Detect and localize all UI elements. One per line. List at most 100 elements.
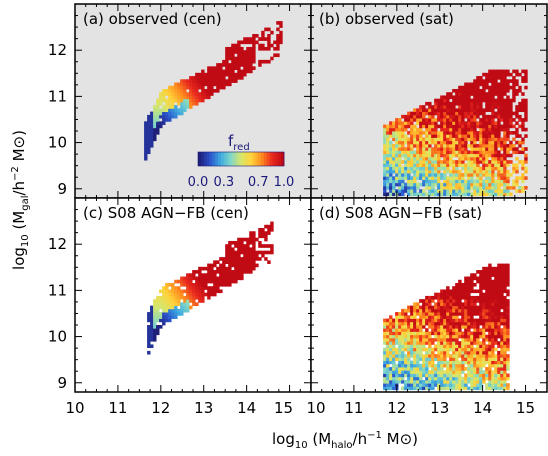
heatmap-cell: [494, 357, 498, 361]
heatmap-cell: [473, 118, 477, 122]
heatmap-cell: [479, 360, 483, 365]
heatmap-cell: [443, 173, 447, 177]
heatmap-cell: [476, 169, 480, 174]
heatmap-cell: [383, 347, 387, 352]
heatmap-cell: [422, 302, 426, 307]
heatmap-cell: [162, 318, 166, 323]
heatmap-cell: [500, 263, 504, 268]
heatmap-cell: [240, 53, 244, 58]
heatmap-cell: [488, 318, 492, 323]
heatmap-cell: [177, 302, 181, 307]
heatmap-cell: [404, 337, 408, 342]
heatmap-cell: [389, 124, 393, 129]
heatmap-cell: [398, 153, 402, 158]
heatmap-cell: [431, 108, 435, 113]
heatmap-cell: [491, 118, 495, 122]
heatmap-cell: [446, 370, 450, 374]
heatmap-cell: [404, 182, 408, 187]
heatmap-cell: [386, 383, 390, 387]
heatmap-cell: [503, 156, 507, 161]
colorbar-swatch: [229, 152, 233, 166]
heatmap-cell: [144, 153, 148, 158]
heatmap-cell: [461, 189, 465, 193]
heatmap-cell: [147, 331, 151, 336]
heatmap-cell: [395, 147, 399, 151]
heatmap-cell: [392, 179, 396, 184]
heatmap-cell: [386, 373, 390, 378]
heatmap-cell: [258, 37, 262, 41]
heatmap-cell: [216, 88, 220, 93]
heatmap-cell: [485, 302, 489, 307]
heatmap-cell: [392, 176, 396, 180]
heatmap-cell: [249, 231, 253, 235]
heatmap-cell: [389, 376, 393, 381]
heatmap-cell: [410, 305, 414, 310]
heatmap-cell: [485, 72, 489, 77]
heatmap-cell: [476, 105, 480, 109]
heatmap-cell: [491, 266, 495, 271]
heatmap-cell: [165, 302, 169, 307]
heatmap-cell: [467, 376, 471, 381]
heatmap-cell: [503, 308, 507, 313]
heatmap-cell: [386, 376, 390, 381]
heatmap-cell: [464, 140, 468, 145]
heatmap-cell: [249, 237, 253, 242]
heatmap-cell: [213, 273, 217, 277]
heatmap-cell: [506, 179, 510, 184]
heatmap-cell: [431, 347, 435, 352]
heatmap-cell: [222, 76, 226, 80]
heatmap-cell: [428, 376, 432, 381]
heatmap-cell: [159, 95, 163, 100]
heatmap-cell: [476, 124, 480, 129]
heatmap-cell: [150, 114, 154, 119]
heatmap-cell: [407, 315, 411, 319]
heatmap-cell: [482, 379, 486, 384]
heatmap-cell: [497, 98, 501, 103]
heatmap-cell: [461, 321, 465, 326]
heatmap-cell: [452, 114, 456, 119]
heatmap-cell: [168, 295, 172, 300]
heatmap-cell: [177, 92, 181, 96]
heatmap-cell: [482, 299, 486, 303]
heatmap-cell: [449, 156, 453, 161]
heatmap-cell: [449, 105, 453, 109]
heatmap-cell: [413, 344, 417, 349]
heatmap-cell: [497, 386, 501, 391]
heatmap-cell: [431, 131, 435, 135]
heatmap-cell: [383, 127, 387, 132]
heatmap-cell: [416, 308, 420, 313]
heatmap-cell: [407, 379, 411, 384]
heatmap-cell: [506, 276, 510, 281]
heatmap-cell: [431, 376, 435, 381]
heatmap-cell: [249, 260, 253, 264]
heatmap-cell: [219, 63, 223, 67]
heatmap-cell: [497, 328, 501, 332]
heatmap-cell: [515, 182, 519, 187]
heatmap-cell: [144, 131, 148, 135]
heatmap-cell: [162, 98, 166, 103]
heatmap-cell: [401, 379, 405, 384]
heatmap-cell: [473, 341, 477, 345]
heatmap-cell: [207, 286, 211, 290]
heatmap-cell: [506, 72, 510, 77]
heatmap-cell: [488, 276, 492, 281]
heatmap-cell: [512, 179, 516, 184]
heatmap-cell: [482, 131, 486, 135]
heatmap-cell: [476, 179, 480, 184]
heatmap-cell: [386, 318, 390, 323]
heatmap-cell: [162, 286, 166, 290]
heatmap-cell: [171, 85, 175, 90]
heatmap-cell: [252, 240, 256, 245]
heatmap-cell: [455, 137, 459, 142]
heatmap-cell: [440, 370, 444, 374]
heatmap-cell: [279, 30, 283, 35]
heatmap-cell: [437, 108, 441, 113]
heatmap-cell: [222, 279, 226, 284]
heatmap-cell: [449, 169, 453, 174]
heatmap-cell: [210, 79, 214, 83]
heatmap-cell: [452, 379, 456, 384]
heatmap-cell: [413, 137, 417, 142]
heatmap-cell: [416, 114, 420, 119]
heatmap-cell: [231, 257, 235, 261]
heatmap-cell: [425, 321, 429, 326]
